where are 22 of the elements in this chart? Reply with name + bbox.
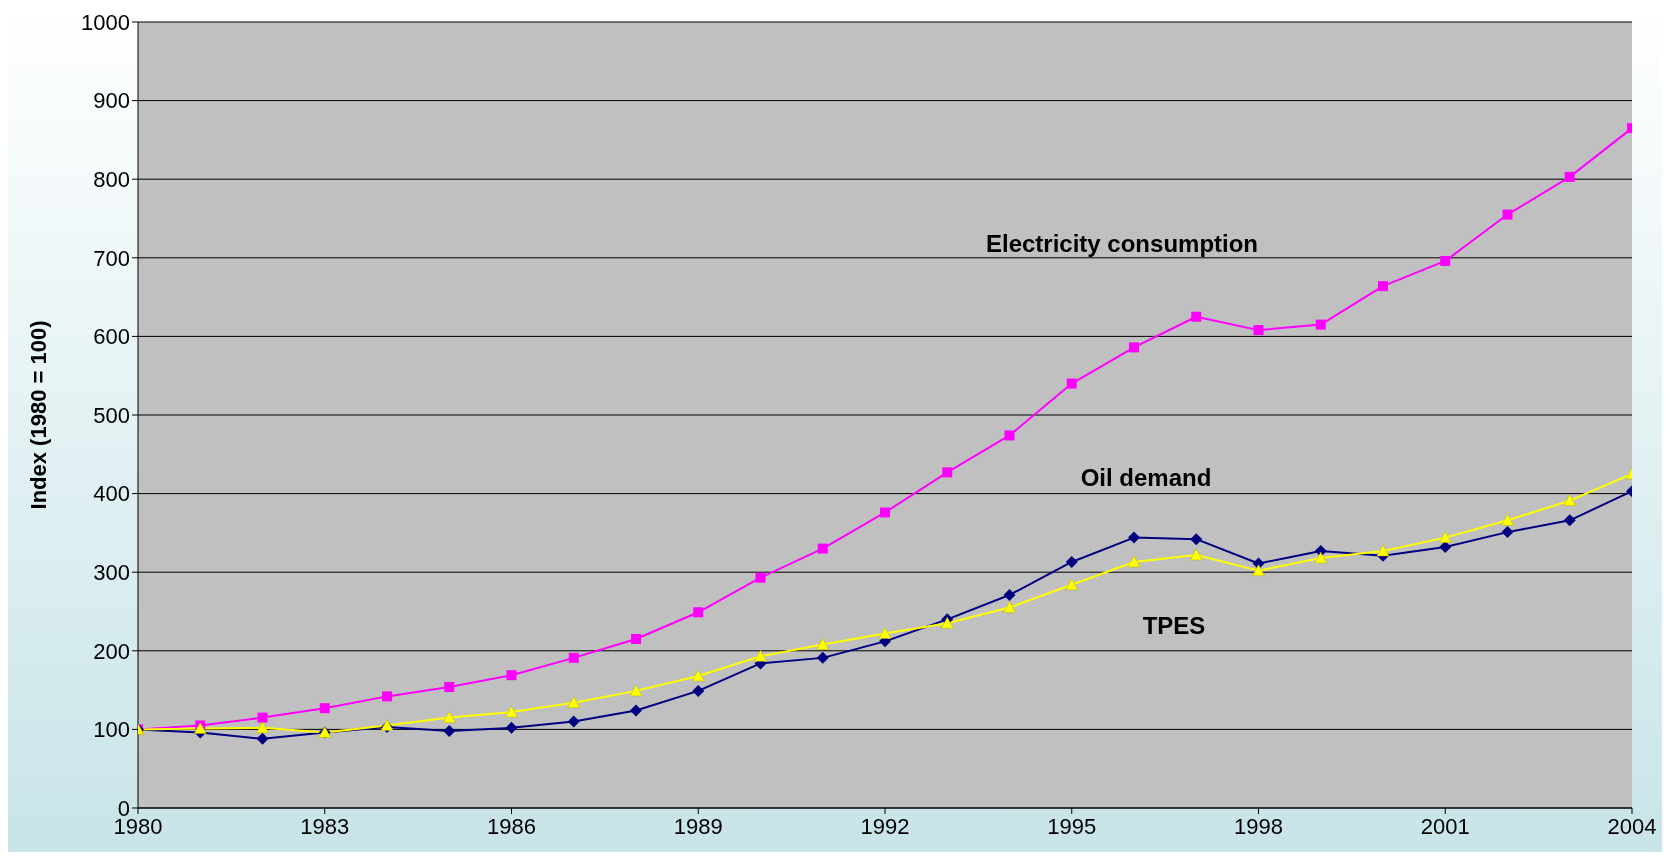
series-label: Oil demand: [1080, 463, 1212, 491]
x-tick-label: 2004: [1607, 813, 1657, 839]
y-tick-label: 600: [93, 324, 130, 350]
y-tick-label: 800: [93, 167, 130, 193]
x-tick-label: 1989: [673, 813, 723, 839]
y-tick-label: 1000: [81, 9, 130, 35]
x-tick-label: 1992: [860, 813, 910, 839]
x-tick-label: 1998: [1234, 813, 1283, 839]
y-axis-title: Index (1980 = 100): [25, 320, 51, 510]
y-tick-label: 300: [93, 560, 130, 586]
x-tick-label: 1986: [487, 813, 536, 839]
y-tick-label: 900: [93, 88, 130, 114]
x-tick-label: 1995: [1047, 813, 1097, 839]
x-tick-label: 2001: [1420, 813, 1470, 839]
y-tick-label: 400: [93, 481, 130, 507]
series-label: TPES: [1142, 611, 1206, 639]
y-tick-label: 200: [93, 638, 130, 664]
x-tick-label: 1983: [300, 813, 350, 839]
y-tick-label: 100: [93, 717, 130, 743]
y-tick-label: 500: [93, 402, 130, 428]
y-tick-label: 700: [93, 245, 130, 271]
text: Electricity consumption: [985, 230, 1259, 258]
